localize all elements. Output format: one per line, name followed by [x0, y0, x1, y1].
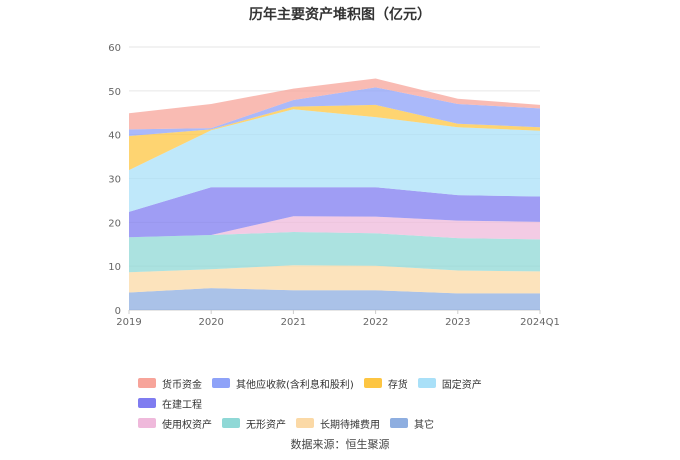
legend-item[interactable]: 使用权资产: [138, 416, 212, 431]
y-tick-label: 40: [108, 131, 121, 142]
legend-item[interactable]: 其它: [390, 416, 434, 431]
legend: 货币资金 其他应收款(含利息和股利) 存货 固定资产在建工程 使用权资产 无形资产 长期待…: [138, 376, 558, 436]
data-source: 数据来源：恒生聚源: [290, 438, 390, 451]
legend-item[interactable]: 在建工程: [138, 396, 202, 411]
area-series: [129, 265, 540, 294]
y-tick-label: 20: [108, 218, 121, 229]
legend-label: 无形资产: [246, 419, 286, 431]
y-tick-label: 60: [108, 43, 121, 54]
area-series: [129, 216, 540, 240]
x-tick-label: 2022: [363, 317, 388, 328]
legend-swatch: [138, 378, 156, 388]
legend-label: 存货: [387, 379, 408, 391]
legend-label: 在建工程: [162, 399, 202, 411]
area-series: [129, 104, 540, 171]
y-tick-label: 0: [115, 306, 121, 317]
legend-swatch: [363, 378, 382, 388]
legend-item[interactable]: 其他应收款(含利息和股利): [212, 376, 354, 391]
x-tick-label: 2023: [445, 317, 470, 328]
x-tick-label: 2024Q1: [520, 317, 560, 328]
legend-label: 货币资金: [162, 379, 202, 391]
area-series: [129, 187, 540, 238]
area-series: [129, 288, 540, 310]
legend-swatch: [138, 398, 156, 408]
legend-swatch: [138, 418, 156, 428]
legend-item[interactable]: 货币资金: [138, 376, 202, 391]
area-series: [129, 87, 540, 136]
legend-swatch: [296, 418, 314, 428]
legend-row: 使用权资产 无形资产 长期待摊费用 其它: [138, 416, 558, 436]
legend-label: 固定资产: [441, 379, 482, 391]
area-series: [129, 109, 540, 212]
x-tick-label: 2019: [116, 317, 141, 328]
legend-item[interactable]: 存货: [363, 376, 408, 391]
legend-label: 其他应收款(含利息和股利): [236, 379, 354, 391]
legend-label: 使用权资产: [162, 419, 212, 431]
legend-row: 货币资金 其他应收款(含利息和股利) 存货 固定资产在建工程: [138, 376, 558, 416]
legend-label: 其它: [414, 419, 434, 431]
legend-swatch: [222, 418, 240, 428]
area-series: [129, 78, 540, 130]
legend-swatch: [212, 378, 230, 388]
legend-item[interactable]: 长期待摊费用: [296, 416, 380, 431]
x-tick-label: 2021: [281, 317, 306, 328]
legend-item[interactable]: 固定资产: [417, 376, 482, 391]
legend-swatch: [417, 378, 436, 388]
legend-label: 长期待摊费用: [320, 419, 380, 431]
legend-swatch: [390, 418, 408, 428]
y-tick-label: 30: [108, 175, 121, 186]
legend-item[interactable]: 无形资产: [222, 416, 286, 431]
area-series: [129, 231, 540, 273]
y-tick-label: 50: [108, 87, 121, 98]
chart-title: 历年主要资产堆积图（亿元）: [249, 7, 431, 23]
y-tick-label: 10: [108, 262, 121, 273]
x-tick-label: 2020: [198, 317, 223, 328]
